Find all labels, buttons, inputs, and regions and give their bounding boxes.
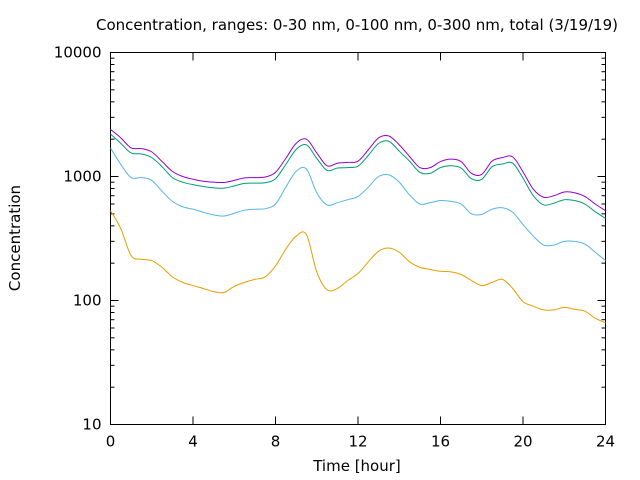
x-tick-label: 20 bbox=[513, 433, 532, 451]
y-axis-label: Concentration bbox=[6, 185, 24, 291]
y-tick-label: 10 bbox=[82, 416, 101, 434]
x-tick-label: 12 bbox=[348, 433, 367, 451]
y-tick-label: 1000 bbox=[63, 168, 101, 186]
x-tick-label: 16 bbox=[431, 433, 450, 451]
series-line-2 bbox=[110, 147, 606, 261]
x-tick-label: 8 bbox=[271, 433, 281, 451]
x-tick-label: 24 bbox=[596, 433, 615, 451]
series-line-3 bbox=[110, 133, 606, 219]
plot-frame bbox=[110, 52, 606, 425]
y-tick-label: 10000 bbox=[54, 44, 102, 62]
chart-title: Concentration, ranges: 0-30 nm, 0-100 nm… bbox=[96, 16, 618, 34]
series-line-1 bbox=[110, 210, 606, 324]
axis-ticks: 0 4 8 12 16 20 24 10 100 1000 10000 bbox=[54, 44, 615, 451]
series-line-4 bbox=[110, 128, 606, 212]
y-tick-label: 100 bbox=[73, 292, 102, 310]
x-axis-label: Time [hour] bbox=[312, 457, 401, 475]
x-tick-label: 4 bbox=[188, 433, 198, 451]
x-tick-label: 0 bbox=[106, 433, 116, 451]
series-group bbox=[110, 128, 606, 324]
